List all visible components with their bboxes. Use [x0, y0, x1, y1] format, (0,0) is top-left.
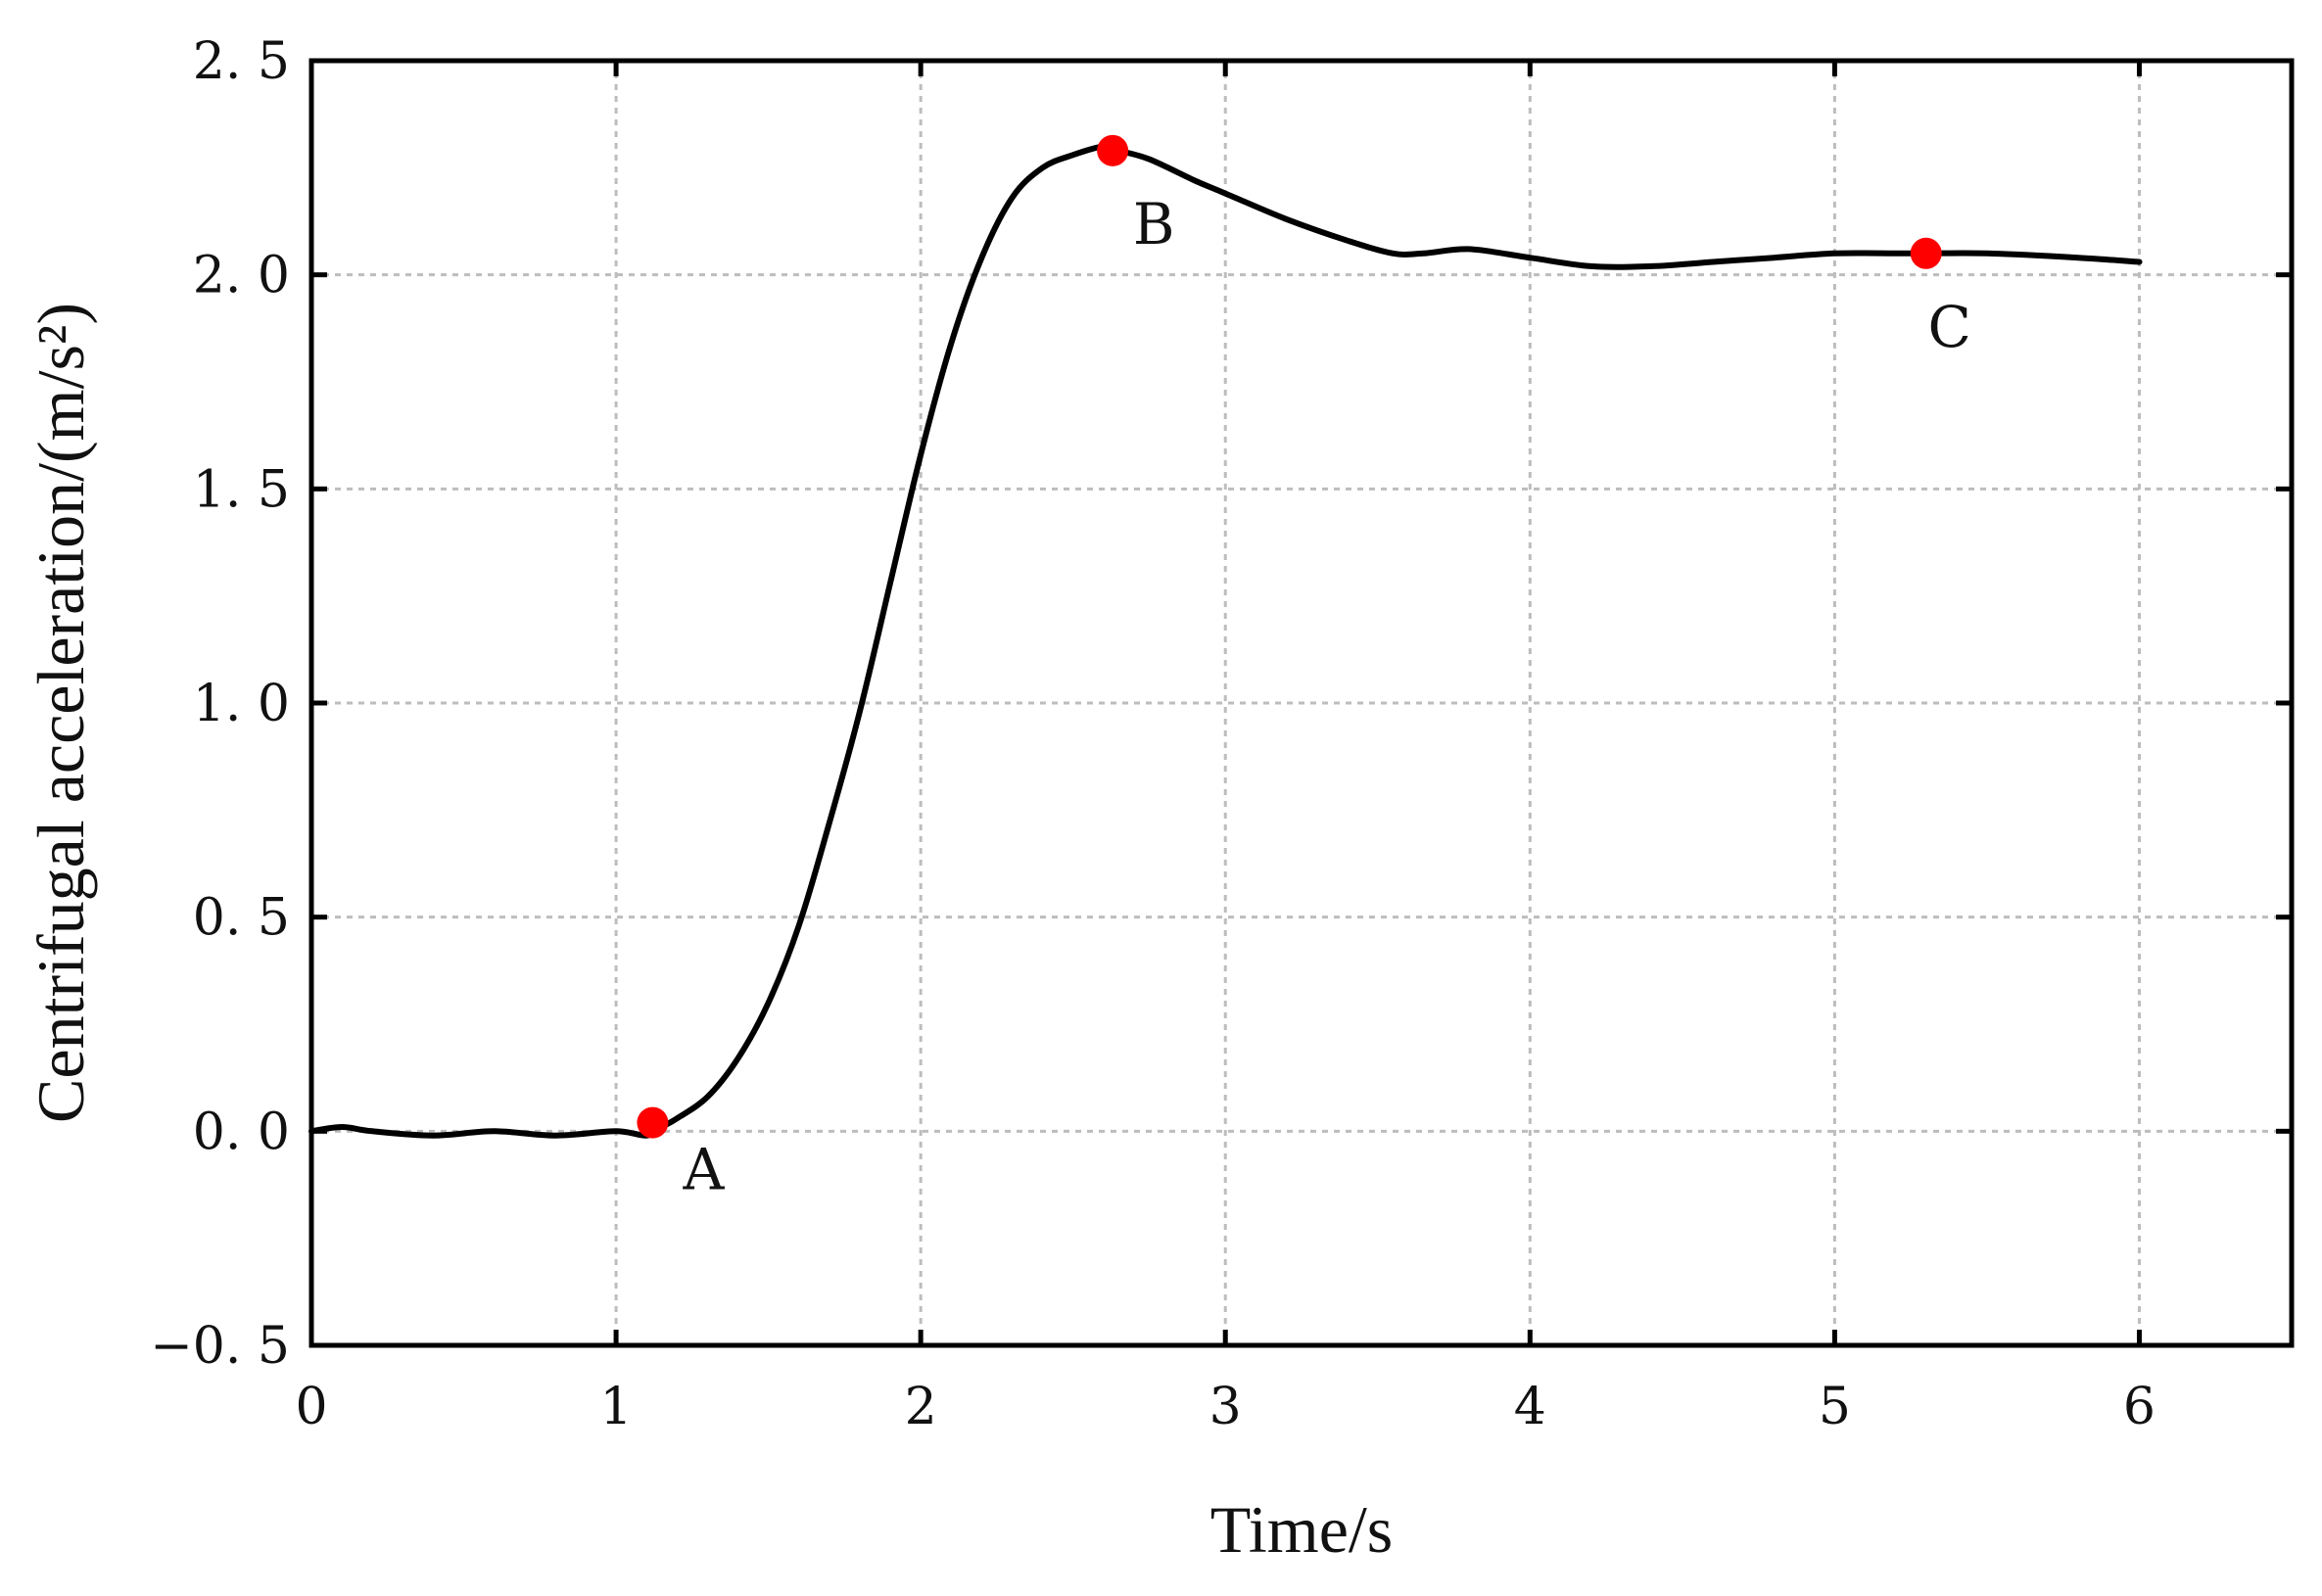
marker-point-c: [1910, 237, 1942, 269]
y-tick-label: 1. 5: [193, 460, 290, 519]
x-tick-label: 4: [1514, 1378, 1546, 1436]
x-tick-label: 3: [1209, 1378, 1242, 1436]
marker-point-a: [637, 1106, 669, 1139]
marker-points: A B C: [637, 134, 1971, 1203]
plot-frame: [308, 58, 2295, 1348]
x-tick-label: 1: [600, 1378, 633, 1436]
y-tick-label: 1. 0: [193, 675, 290, 733]
y-tick-label: 2. 5: [193, 32, 290, 91]
x-tick-label: 5: [1819, 1378, 1851, 1436]
y-tick-label: 0. 0: [193, 1103, 290, 1161]
point-label-a: A: [682, 1137, 725, 1203]
y-tick-label: 0. 5: [193, 889, 290, 948]
x-tick-label: 2: [905, 1378, 937, 1436]
x-tick-label: 0: [295, 1378, 327, 1436]
point-label-b: B: [1133, 191, 1175, 258]
point-label-c: C: [1928, 294, 1971, 360]
marker-point-b: [1097, 134, 1129, 166]
y-tick-label: 2. 0: [193, 247, 290, 305]
y-axis-title: Centrifugal acceleration/(m/s²): [24, 303, 98, 1123]
tick-labels: 0 1 2 3 4 5 6 −0. 5 0. 0 0. 5 1. 0 1. 5 2. 0 2. 5: [150, 32, 2156, 1436]
y-tick-label: −0. 5: [150, 1317, 290, 1376]
x-axis-title: Time/s: [1210, 1492, 1393, 1567]
x-tick-label: 6: [2123, 1378, 2156, 1436]
